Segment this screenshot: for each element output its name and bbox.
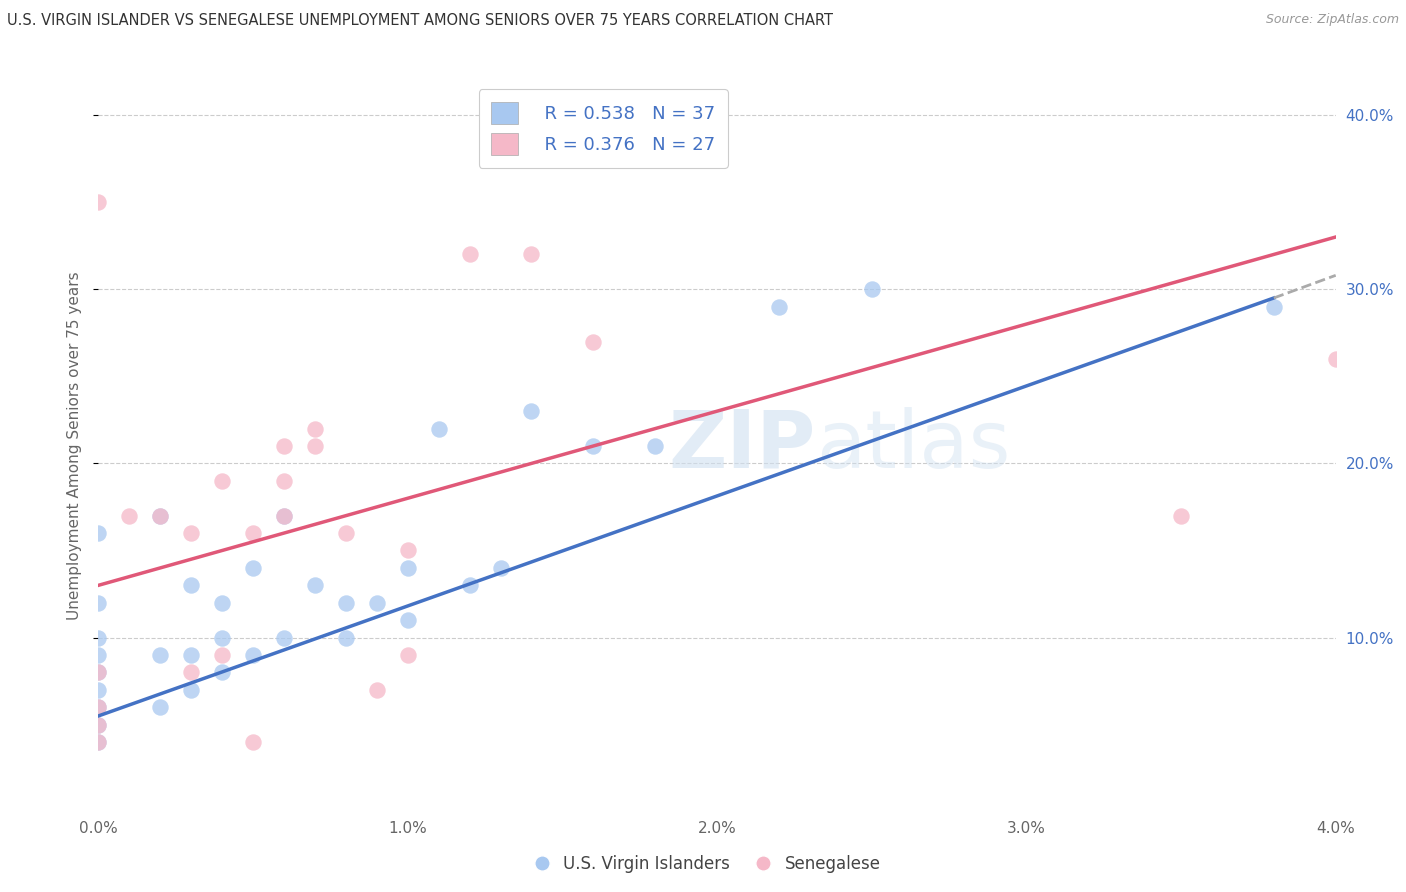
- Point: [242, 735, 264, 749]
- Point: [273, 474, 295, 488]
- Point: [149, 508, 172, 523]
- Text: Source: ZipAtlas.com: Source: ZipAtlas.com: [1265, 13, 1399, 27]
- Point: [1263, 300, 1285, 314]
- Point: [1324, 351, 1347, 366]
- Text: atlas: atlas: [815, 407, 1011, 485]
- Point: [335, 596, 357, 610]
- Point: [211, 648, 233, 662]
- Point: [87, 700, 110, 714]
- Point: [366, 682, 388, 697]
- Point: [180, 682, 202, 697]
- Point: [87, 526, 110, 541]
- Point: [87, 717, 110, 731]
- Y-axis label: Unemployment Among Seniors over 75 years: Unemployment Among Seniors over 75 years: [67, 272, 83, 620]
- Point: [520, 404, 543, 418]
- Legend: U.S. Virgin Islanders, Senegalese: U.S. Virgin Islanders, Senegalese: [519, 848, 887, 880]
- Point: [242, 526, 264, 541]
- Point: [768, 300, 790, 314]
- Point: [335, 526, 357, 541]
- Point: [304, 421, 326, 435]
- Point: [211, 474, 233, 488]
- Point: [242, 648, 264, 662]
- Point: [304, 578, 326, 592]
- Point: [458, 578, 481, 592]
- Text: ZIP: ZIP: [669, 407, 815, 485]
- Point: [87, 665, 110, 680]
- Point: [273, 508, 295, 523]
- Point: [1170, 508, 1192, 523]
- Point: [87, 735, 110, 749]
- Point: [180, 665, 202, 680]
- Point: [87, 596, 110, 610]
- Point: [396, 561, 419, 575]
- Point: [87, 648, 110, 662]
- Point: [396, 648, 419, 662]
- Point: [644, 439, 666, 453]
- Point: [180, 648, 202, 662]
- Point: [149, 508, 172, 523]
- Point: [582, 334, 605, 349]
- Point: [180, 526, 202, 541]
- Point: [366, 596, 388, 610]
- Point: [273, 508, 295, 523]
- Point: [211, 665, 233, 680]
- Point: [396, 543, 419, 558]
- Point: [149, 648, 172, 662]
- Point: [860, 282, 883, 296]
- Point: [118, 508, 141, 523]
- Legend:   R = 0.538   N = 37,   R = 0.376   N = 27: R = 0.538 N = 37, R = 0.376 N = 27: [478, 89, 727, 168]
- Point: [180, 578, 202, 592]
- Point: [582, 439, 605, 453]
- Point: [427, 421, 450, 435]
- Point: [396, 613, 419, 627]
- Point: [458, 247, 481, 261]
- Point: [304, 439, 326, 453]
- Text: U.S. VIRGIN ISLANDER VS SENEGALESE UNEMPLOYMENT AMONG SENIORS OVER 75 YEARS CORR: U.S. VIRGIN ISLANDER VS SENEGALESE UNEMP…: [7, 13, 832, 29]
- Point: [335, 631, 357, 645]
- Point: [520, 247, 543, 261]
- Point: [87, 682, 110, 697]
- Point: [87, 665, 110, 680]
- Point: [87, 195, 110, 210]
- Point: [489, 561, 512, 575]
- Point: [87, 631, 110, 645]
- Point: [211, 596, 233, 610]
- Point: [149, 700, 172, 714]
- Point: [273, 439, 295, 453]
- Point: [211, 631, 233, 645]
- Point: [87, 735, 110, 749]
- Point: [273, 631, 295, 645]
- Point: [242, 561, 264, 575]
- Point: [87, 717, 110, 731]
- Point: [87, 700, 110, 714]
